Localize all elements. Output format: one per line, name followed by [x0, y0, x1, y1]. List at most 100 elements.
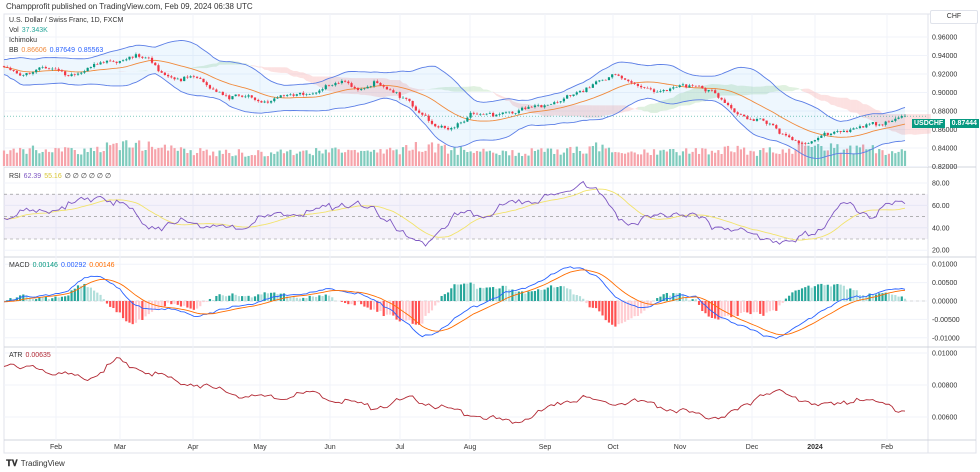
volume-bar: [755, 155, 759, 166]
macd-histogram-bar: [89, 287, 92, 301]
macd-legend[interactable]: MACD 0.00146 0.00292 0.00146: [9, 262, 118, 269]
ichimoku-cloud: [293, 70, 297, 77]
candle-body: [469, 112, 472, 118]
volume-bar: [215, 156, 218, 166]
candle-body: [520, 107, 524, 111]
rsi-extra: ∅ ∅ ∅ ∅ ∅ ∅: [64, 173, 112, 180]
ichimoku-cloud: [795, 87, 799, 90]
candle-body: [630, 81, 633, 83]
candle-body: [475, 113, 479, 115]
ichimoku-cloud: [782, 85, 786, 92]
macd-signal-value: 0.00146: [89, 262, 115, 269]
ichimoku-cloud: [866, 104, 870, 120]
volume-bar: [343, 152, 347, 166]
rsi-legend[interactable]: RSI 62.39 55.16 ∅ ∅ ∅ ∅ ∅ ∅: [9, 172, 114, 180]
ichimoku-cloud: [834, 96, 838, 107]
candle-body: [675, 87, 678, 88]
volume-bar: [884, 154, 887, 166]
volume-bar: [662, 149, 665, 166]
macd-histogram-bar: [73, 288, 76, 301]
time-axis-label: Jun: [324, 444, 335, 451]
ichimoku-cloud: [699, 86, 703, 103]
candle-body: [286, 95, 289, 96]
volume-bar: [80, 154, 83, 166]
candle-body: [73, 74, 76, 75]
ichimoku-cloud: [303, 72, 307, 81]
candle-body: [47, 68, 51, 70]
candle-body: [668, 88, 672, 91]
candle-body: [662, 90, 665, 92]
ichimoku-cloud: [300, 72, 304, 79]
ichimoku-cloud: [570, 105, 574, 117]
macd-histogram-bar: [591, 301, 594, 308]
bollinger-lower-line: [3, 73, 906, 159]
candle-body: [427, 115, 430, 121]
macd-histogram-bar: [35, 299, 38, 301]
macd-histogram-bar: [76, 285, 80, 301]
ichimoku-cloud: [805, 88, 809, 94]
time-axis-label: Jul: [396, 444, 405, 451]
bollinger-basis-line: [3, 59, 906, 138]
volume-bar: [591, 146, 594, 166]
volume-bar: [305, 150, 308, 166]
volume-bar: [334, 147, 337, 166]
ichimoku-cloud: [818, 93, 822, 101]
ichimoku-cloud: [666, 98, 671, 111]
volume-bar: [623, 153, 627, 166]
volume-bar: [138, 140, 141, 166]
currency-selector[interactable]: CHF: [930, 10, 978, 24]
candle-body: [9, 67, 12, 71]
volume-bar: [829, 143, 833, 166]
volume-bar: [488, 150, 491, 166]
macd-histogram-bar: [224, 296, 228, 301]
macd-histogram-bar: [520, 291, 524, 301]
candle-body: [379, 83, 382, 86]
ichimoku-cloud: [695, 86, 700, 103]
macd-line-value: 0.00292: [60, 262, 87, 269]
macd-histogram-bar: [25, 295, 28, 301]
ichimoku-cloud: [261, 66, 265, 70]
volume-legend[interactable]: Vol 37.343K: [9, 27, 51, 34]
time-axis-label: May: [253, 444, 267, 451]
candle-body: [446, 127, 450, 130]
ichimoku-cloud: [785, 85, 790, 92]
macd-histogram-bar: [250, 297, 253, 301]
volume-bar: [6, 153, 9, 166]
volume-bar: [12, 148, 15, 166]
volume-bar: [224, 149, 228, 166]
volume-bar: [527, 155, 530, 166]
candle-body: [839, 131, 842, 132]
atr-legend[interactable]: ATR 0.00635: [9, 352, 54, 359]
macd-histogram-bar: [842, 285, 845, 301]
macd-histogram-bar: [157, 301, 160, 309]
candle-body: [115, 61, 118, 63]
bb-legend[interactable]: BB 0.86606 0.87649 0.85563: [9, 47, 106, 54]
macd-histogram-bar: [418, 301, 421, 325]
candle-body: [553, 102, 556, 105]
tradingview-logo[interactable]: 𝐓𝐕 TradingView: [6, 458, 65, 469]
ichimoku-cloud: [193, 66, 198, 69]
ichimoku-cloud: [451, 86, 455, 92]
macd-histogram-bar: [102, 299, 105, 301]
ichimoku-cloud: [444, 86, 449, 91]
macd-histogram-bar: [379, 301, 382, 312]
candle-body: [31, 72, 35, 74]
volume-bar: [57, 148, 60, 166]
candle-body: [269, 101, 273, 103]
candle-body: [858, 126, 862, 129]
volume-bar: [726, 145, 730, 166]
macd-histogram-bar: [598, 301, 601, 312]
ichimoku-cloud: [615, 105, 619, 115]
ichimoku-cloud: [579, 105, 584, 118]
volume-bar: [746, 154, 749, 166]
macd-histogram-bar: [710, 301, 714, 318]
ichimoku-cloud: [438, 87, 442, 90]
candle-body: [726, 102, 730, 106]
macd-histogram-bar: [891, 294, 894, 301]
ichimoku-legend[interactable]: Ichimoku: [9, 37, 40, 44]
volume-bar: [411, 149, 414, 166]
macd-histogram-bar: [759, 301, 762, 314]
macd-histogram-bar: [845, 289, 849, 301]
volume-bar: [96, 146, 99, 166]
